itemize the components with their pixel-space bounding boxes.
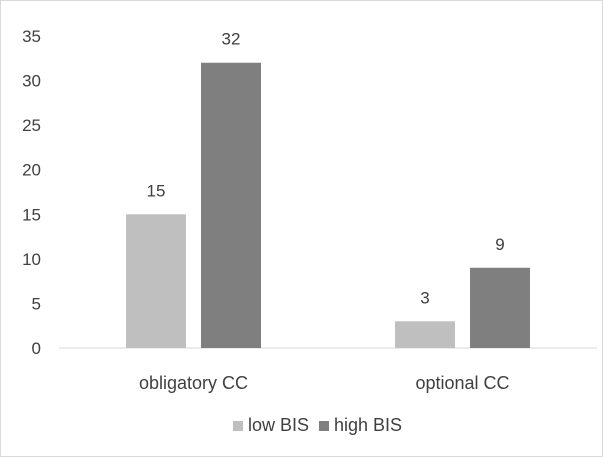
- bar-low-bis-obligatory-cc: [126, 214, 186, 348]
- legend-label: low BIS: [248, 415, 309, 435]
- bars: [126, 62, 530, 348]
- y-tick-label: 35: [22, 27, 41, 46]
- bar-high-bis-optional-cc: [470, 267, 530, 348]
- y-tick-label: 30: [22, 72, 41, 91]
- y-tick-label: 0: [32, 339, 41, 358]
- y-axis-ticks: 0 5 10 15 20 25 30 35: [22, 27, 41, 358]
- data-labels: 15 32 3 9: [147, 30, 505, 308]
- legend: low BIS high BIS: [233, 415, 402, 435]
- y-tick-label: 20: [22, 161, 41, 180]
- data-label: 3: [420, 288, 429, 307]
- data-label: 9: [495, 235, 504, 254]
- bar-high-bis-obligatory-cc: [201, 62, 261, 348]
- y-tick-label: 5: [32, 294, 41, 313]
- y-tick-label: 10: [22, 250, 41, 269]
- category-label: optional CC: [415, 373, 509, 393]
- legend-swatch: [319, 421, 329, 431]
- category-labels: obligatory CC optional CC: [139, 373, 510, 393]
- bar-low-bis-optional-cc: [395, 321, 455, 348]
- legend-swatch: [233, 421, 243, 431]
- y-tick-label: 25: [22, 116, 41, 135]
- data-label: 32: [222, 30, 241, 49]
- y-tick-label: 15: [22, 205, 41, 224]
- data-label: 15: [147, 181, 166, 200]
- legend-label: high BIS: [334, 415, 402, 435]
- category-label: obligatory CC: [139, 373, 248, 393]
